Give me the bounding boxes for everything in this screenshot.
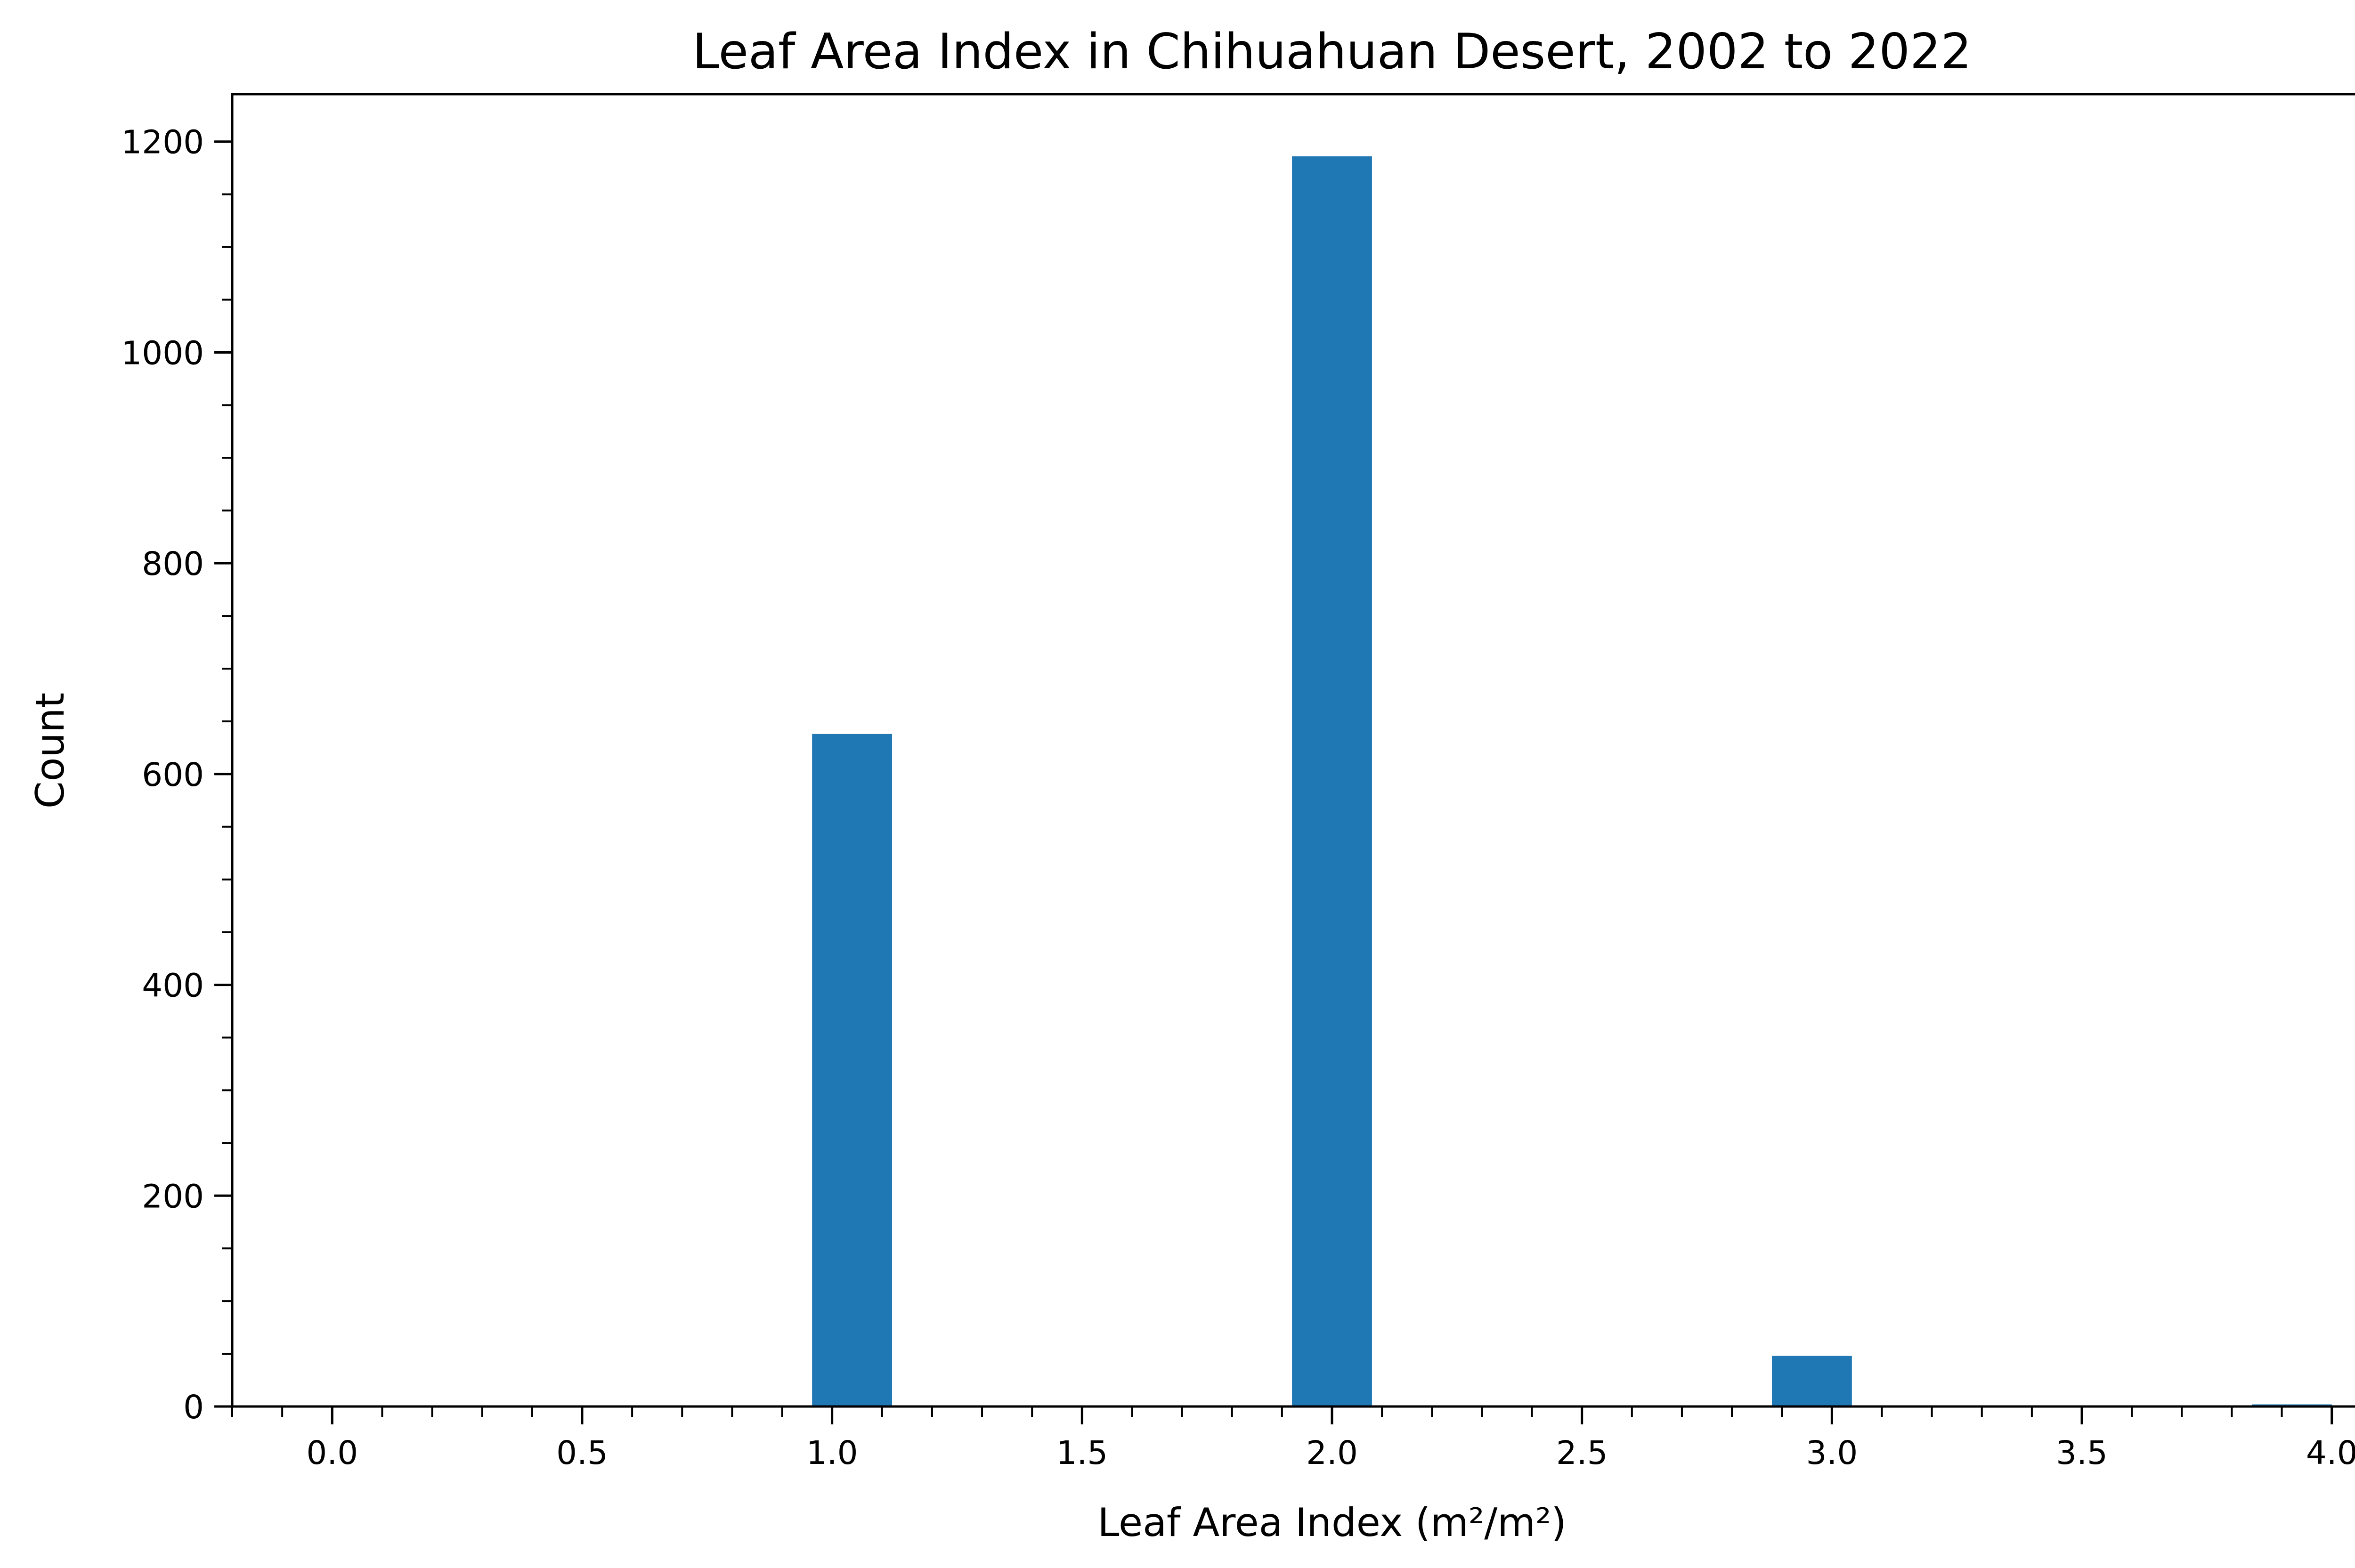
- histogram-bar-3: [1772, 1356, 1852, 1406]
- histogram-bar-2: [1292, 156, 1372, 1406]
- plot-frame: [231, 93, 2355, 1408]
- y-axis-label: Count: [27, 693, 73, 809]
- y-tick-label: 1200: [121, 124, 204, 162]
- x-tick-label: 3.5: [2056, 1434, 2108, 1472]
- y-tick-label: 400: [142, 967, 204, 1005]
- y-tick-label: 600: [142, 756, 204, 794]
- x-tick-label: 0.0: [306, 1434, 358, 1472]
- x-tick-label: 2.5: [1556, 1434, 1608, 1472]
- y-tick-label: 1000: [121, 334, 204, 372]
- x-tick-label: 1.5: [1056, 1434, 1108, 1472]
- y-axis-ticks: 0 200 400 600 800 1000 1200: [121, 124, 232, 1426]
- histogram-bar-1: [812, 734, 892, 1406]
- chart-title: Leaf Area Index in Chihuahuan Desert, 20…: [692, 24, 1972, 80]
- x-tick-label: 2.0: [1306, 1434, 1358, 1472]
- x-axis-label: Leaf Area Index (m²/m²): [1097, 1500, 1567, 1545]
- x-tick-label: 1.0: [806, 1434, 858, 1472]
- y-tick-label: 0: [183, 1389, 204, 1426]
- x-tick-label: 4.0: [2306, 1434, 2355, 1472]
- x-tick-label: 3.0: [1806, 1434, 1858, 1472]
- y-tick-label: 800: [142, 545, 204, 583]
- y-tick-label: 200: [142, 1178, 204, 1215]
- x-tick-label: 0.5: [556, 1434, 608, 1472]
- bars-group: [812, 156, 2332, 1406]
- x-axis-ticks: 0.0 0.5 1.0 1.5 2.0 2.5 3.0 3.5 4.0: [231, 1406, 2355, 1472]
